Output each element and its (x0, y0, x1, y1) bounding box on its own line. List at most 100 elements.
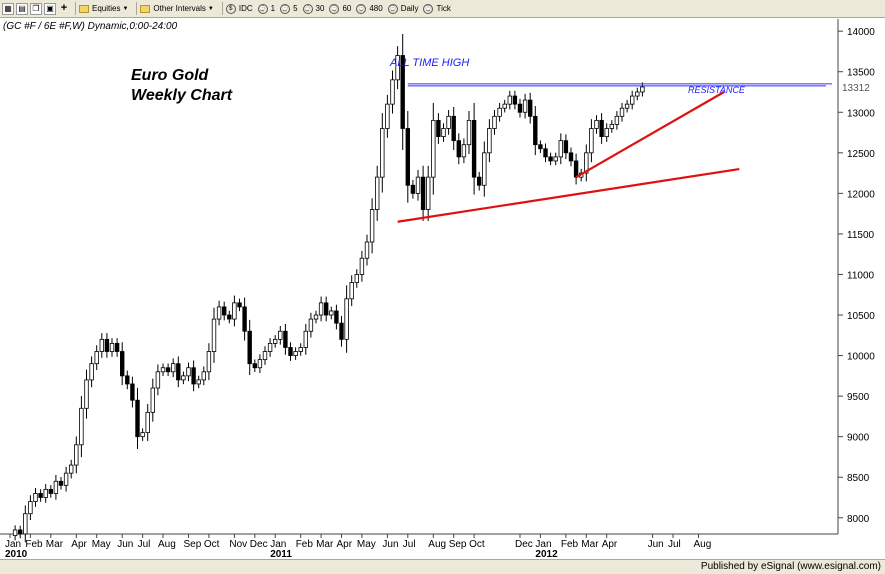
candle-body (227, 314, 232, 320)
time-tick-label: Jan (270, 539, 286, 550)
price-tick-label: 10000 (847, 352, 875, 363)
candle-body (160, 367, 166, 373)
candle-body (374, 176, 380, 210)
time-tick-label: Aug (694, 539, 712, 550)
candle-body (364, 241, 370, 259)
copy-icon[interactable]: ❐ (30, 2, 42, 15)
candle-body (410, 184, 416, 194)
candle-body (170, 363, 176, 373)
candle-body (594, 119, 599, 129)
candle-body (33, 493, 38, 502)
save-icon[interactable]: ▣ (44, 2, 56, 15)
candle-body (232, 302, 237, 320)
year-label: 2011 (270, 549, 292, 559)
candle-body (221, 306, 227, 316)
candle-body (211, 318, 217, 352)
candle-body (446, 115, 451, 129)
candle-body (420, 176, 426, 210)
candle-body (369, 209, 375, 243)
candle-body (558, 140, 563, 158)
candle-body (216, 306, 222, 320)
candlestick-series (12, 34, 645, 543)
grid-icon[interactable]: ▦ (2, 2, 14, 15)
candle-body (150, 387, 155, 413)
time-tick-label: Apr (602, 539, 618, 550)
price-chart[interactable]: 8000 8500 9000 9500 10000 10500 11000 11500 1200… (0, 19, 885, 560)
chart-title-line-2: Weekly Chart (131, 87, 233, 104)
chart-header: (GC #F / 6E #F,W) Dynamic,0:00-24:00 (3, 21, 178, 32)
price-tick-label: 14000 (847, 27, 875, 38)
clock-icon: ⌚ (387, 3, 398, 14)
price-tick-label: 13500 (847, 68, 875, 79)
plus-icon[interactable]: + (60, 2, 68, 14)
interval-tick[interactable]: ⌚ Tick (423, 3, 451, 14)
time-tick-label: Jul (403, 539, 416, 550)
candle-body (262, 351, 268, 361)
chevron-down-icon: ▼ (122, 5, 129, 12)
candle-body (135, 399, 140, 438)
candle-body (329, 310, 334, 316)
candle-body (425, 176, 431, 210)
interval-1[interactable]: ⌚ 1 (257, 3, 275, 14)
candle-body (640, 86, 645, 93)
candle-body (533, 115, 538, 146)
folder-icon (140, 4, 151, 13)
candle-body (624, 103, 630, 109)
clock-icon: ⌚ (280, 3, 291, 14)
symbol-menu[interactable]: Equities ▼ (79, 4, 128, 13)
candle-body (257, 359, 263, 369)
candle-body (125, 375, 130, 385)
time-tick-label: Aug (158, 539, 176, 550)
candle-body (619, 107, 625, 117)
interval-60[interactable]: ⌚ 60 (329, 3, 351, 14)
price-tick-label: 10500 (847, 311, 875, 322)
candle-body (79, 407, 84, 446)
price-tick-label: 9000 (847, 433, 870, 444)
year-label: 2010 (5, 549, 28, 559)
price-tick-label: 11500 (847, 230, 875, 241)
candle-body (120, 351, 125, 377)
chart-background (0, 19, 885, 559)
symbol-menu-label: Equities (92, 4, 121, 13)
toolbar-divider (75, 2, 76, 15)
candle-body (303, 330, 308, 348)
time-axis: Jan Feb Mar Apr May Jun Jul Aug Sep Oct Nov Dec Jan F… (5, 534, 712, 560)
candle-body (609, 124, 614, 129)
interval-idc[interactable]: $ IDC (225, 3, 253, 14)
candle-body (140, 432, 145, 438)
interval-480[interactable]: ⌚ 480 (356, 3, 383, 14)
candle-body (507, 95, 512, 105)
candle-body (436, 119, 441, 137)
last-price-label: 13312 (842, 83, 870, 94)
candle-body (318, 302, 324, 316)
interval-daily[interactable]: ⌚ Daily (387, 3, 418, 14)
candle-body (497, 107, 502, 117)
candle-body (53, 480, 59, 494)
interval-menu[interactable]: Other Intervals ▼ (140, 4, 214, 13)
candle-body (145, 411, 150, 434)
price-tick-label: 8500 (847, 473, 870, 484)
candle-body (415, 176, 421, 194)
status-bar: Published by eSignal (www.esignal.com) (0, 559, 885, 574)
candle-body (614, 115, 620, 125)
interval-30[interactable]: ⌚ 30 (302, 3, 325, 14)
time-tick-label: Jul (668, 539, 681, 550)
chart-area[interactable]: 8000 8500 9000 9500 10000 10500 11000 11500 1200… (0, 19, 885, 560)
page-icon[interactable]: ▤ (16, 2, 28, 15)
candle-body (104, 338, 110, 352)
interval-5[interactable]: ⌚ 5 (280, 3, 298, 14)
candle-body (584, 152, 589, 174)
candle-body (99, 338, 104, 352)
trendline-lower-support (397, 167, 740, 223)
candle-body (461, 144, 467, 158)
candle-body (176, 363, 181, 381)
interval-label: 30 (315, 4, 325, 13)
candle-body (568, 152, 574, 162)
candle-body (89, 363, 94, 381)
candle-body (165, 367, 171, 373)
candle-body (186, 367, 191, 377)
time-tick-label: Apr (71, 539, 87, 550)
candle-body (130, 383, 135, 401)
clock-icon: ⌚ (302, 3, 313, 14)
time-tick-label: Oct (469, 539, 485, 550)
